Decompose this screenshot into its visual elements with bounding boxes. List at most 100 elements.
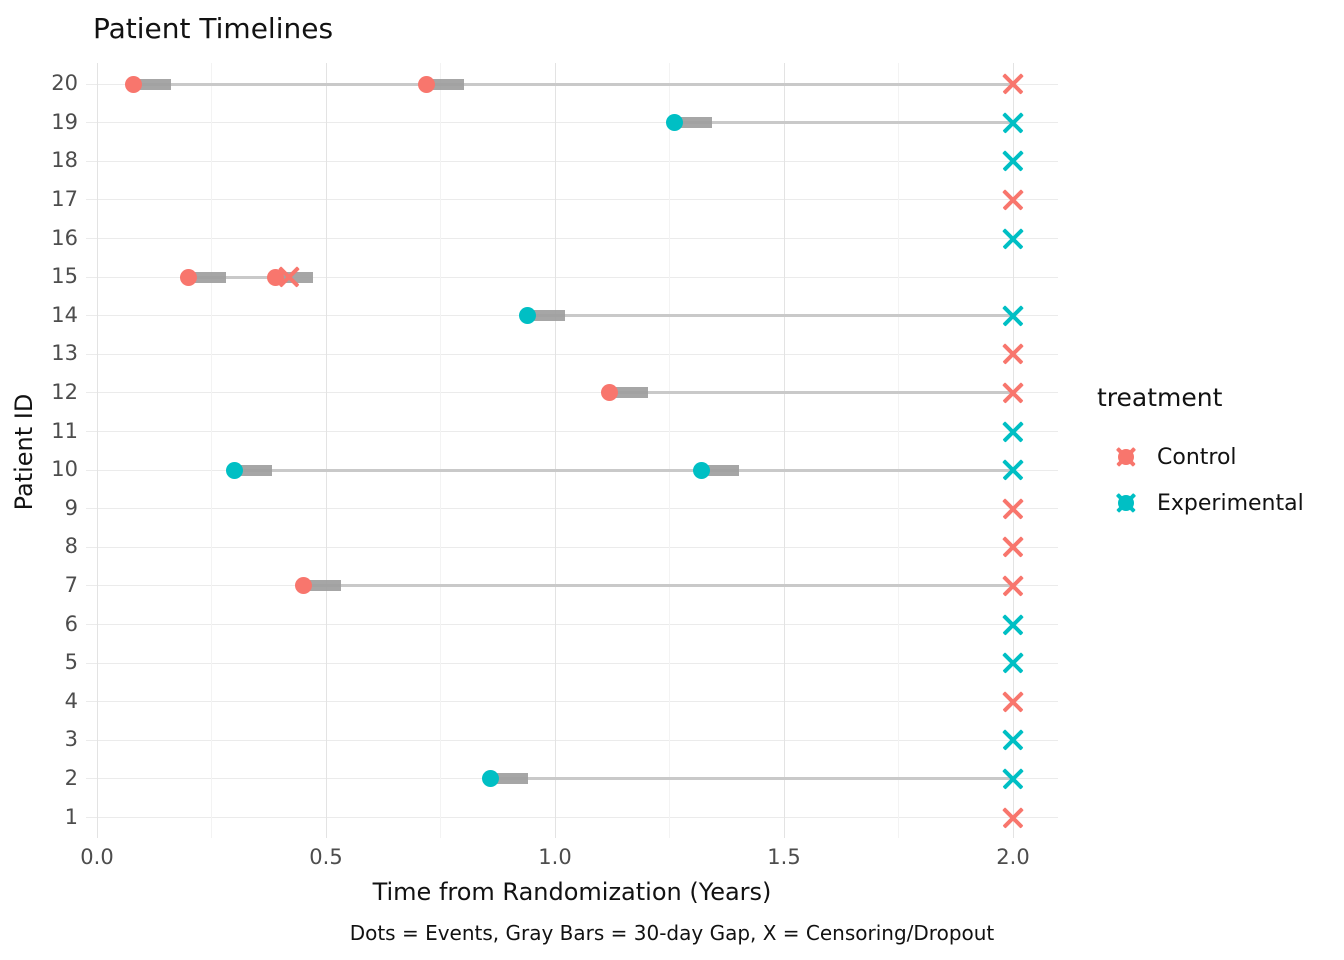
event-dot <box>601 384 619 402</box>
y-tick-label: 15 <box>51 264 78 289</box>
y-axis-title: Patient ID <box>10 393 38 511</box>
legend-label-control: Control <box>1157 444 1237 470</box>
gridline-vertical-minor <box>669 63 670 838</box>
gridline-horizontal <box>86 508 1058 510</box>
gridline-horizontal <box>86 546 1058 548</box>
gap-bar <box>303 580 341 592</box>
legend-item-control: Control <box>1097 434 1304 480</box>
x-tick-label: 1.0 <box>538 845 572 869</box>
legend-item-experimental: Experimental <box>1097 480 1304 526</box>
gridline-horizontal <box>86 160 1058 162</box>
y-tick-label: 20 <box>51 71 78 96</box>
event-dot <box>482 770 500 788</box>
followup-segment <box>234 468 1013 472</box>
event-dot <box>180 268 198 286</box>
gap-bar <box>234 464 272 476</box>
x-tick-label: 0.5 <box>309 845 343 869</box>
y-tick-label: 14 <box>51 302 78 327</box>
y-tick-label: 2 <box>64 765 78 790</box>
y-tick-label: 10 <box>51 457 78 482</box>
gridline-vertical-major <box>554 63 556 838</box>
gridline-horizontal <box>86 701 1058 703</box>
event-dot <box>418 75 436 93</box>
y-tick-label: 18 <box>51 148 78 173</box>
gridline-vertical-minor <box>440 63 441 838</box>
experimental-marker-icon <box>1111 488 1141 518</box>
y-tick-label: 11 <box>51 418 78 443</box>
event-dot <box>519 307 537 325</box>
censor-x-icon <box>1000 187 1026 213</box>
followup-segment <box>303 584 1013 588</box>
gap-bar <box>527 310 566 322</box>
x-tick-label: 2.0 <box>996 845 1030 869</box>
censor-x-icon <box>1000 612 1026 638</box>
censor-x-icon <box>1000 727 1026 753</box>
gap-bar <box>426 78 465 90</box>
censor-x-icon <box>1000 573 1026 599</box>
gridline-horizontal <box>86 739 1058 741</box>
y-tick-label: 8 <box>64 534 78 559</box>
censor-x-icon <box>1000 457 1026 483</box>
y-tick-label: 13 <box>51 341 78 366</box>
censor-x-icon <box>1000 534 1026 560</box>
legend-label-experimental: Experimental <box>1157 490 1304 516</box>
gap-bar <box>188 271 227 283</box>
y-tick-label: 19 <box>51 109 78 134</box>
followup-segment <box>674 121 1013 125</box>
event-dot <box>267 268 285 286</box>
gridline-horizontal <box>86 431 1058 432</box>
gap-bar <box>609 387 648 399</box>
gridline-vertical-minor <box>211 63 212 838</box>
censor-x-icon <box>1000 380 1026 406</box>
y-tick-label: 4 <box>64 688 78 713</box>
gridline-horizontal <box>86 122 1058 124</box>
gridline-vertical-minor <box>898 63 899 838</box>
event-dot <box>294 577 312 595</box>
gap-bar <box>674 117 712 129</box>
y-tick-label: 6 <box>64 611 78 636</box>
censor-x-icon <box>1000 419 1026 445</box>
y-tick-label: 5 <box>64 650 78 675</box>
gridline-horizontal <box>86 624 1058 625</box>
x-tick-label: 1.5 <box>767 845 801 869</box>
y-tick-label: 17 <box>51 186 78 211</box>
control-marker-icon <box>1111 442 1141 472</box>
gridline-vertical-major <box>1012 63 1014 838</box>
chart-title: Patient Timelines <box>93 12 334 45</box>
gridline-vertical-major <box>96 63 98 838</box>
censor-x-icon <box>1000 110 1026 136</box>
gridline-horizontal <box>86 238 1058 239</box>
censor-x-icon <box>1000 689 1026 715</box>
followup-segment <box>527 314 1013 318</box>
event-dot <box>665 114 683 132</box>
gap-bar <box>490 773 529 785</box>
legend-title: treatment <box>1097 383 1223 412</box>
followup-segment <box>609 391 1013 395</box>
gridline-horizontal <box>86 199 1058 201</box>
plot-panel <box>86 63 1058 838</box>
censor-x-icon <box>1000 226 1026 252</box>
followup-segment <box>133 82 1013 86</box>
event-dot <box>693 461 711 479</box>
y-tick-label: 3 <box>64 727 78 752</box>
censor-x-icon <box>1000 303 1026 329</box>
gap-bar <box>133 78 172 90</box>
censor-x-icon <box>1000 650 1026 676</box>
censor-x-icon <box>1000 496 1026 522</box>
event-dot <box>125 75 143 93</box>
censor-x-icon <box>1000 341 1026 367</box>
y-tick-label: 12 <box>51 379 78 404</box>
gridline-horizontal <box>86 662 1058 664</box>
censor-x-icon <box>1000 766 1026 792</box>
censor-x-icon <box>1000 148 1026 174</box>
x-tick-label: 0.0 <box>80 845 114 869</box>
gridline-vertical-major <box>325 63 327 838</box>
censor-x-icon <box>1000 805 1026 831</box>
gridline-horizontal <box>86 817 1058 818</box>
gap-bar <box>275 271 314 283</box>
gridline-horizontal <box>86 353 1058 355</box>
followup-segment <box>188 275 290 279</box>
gridline-horizontal <box>86 276 1058 278</box>
gridline-horizontal <box>86 392 1058 394</box>
